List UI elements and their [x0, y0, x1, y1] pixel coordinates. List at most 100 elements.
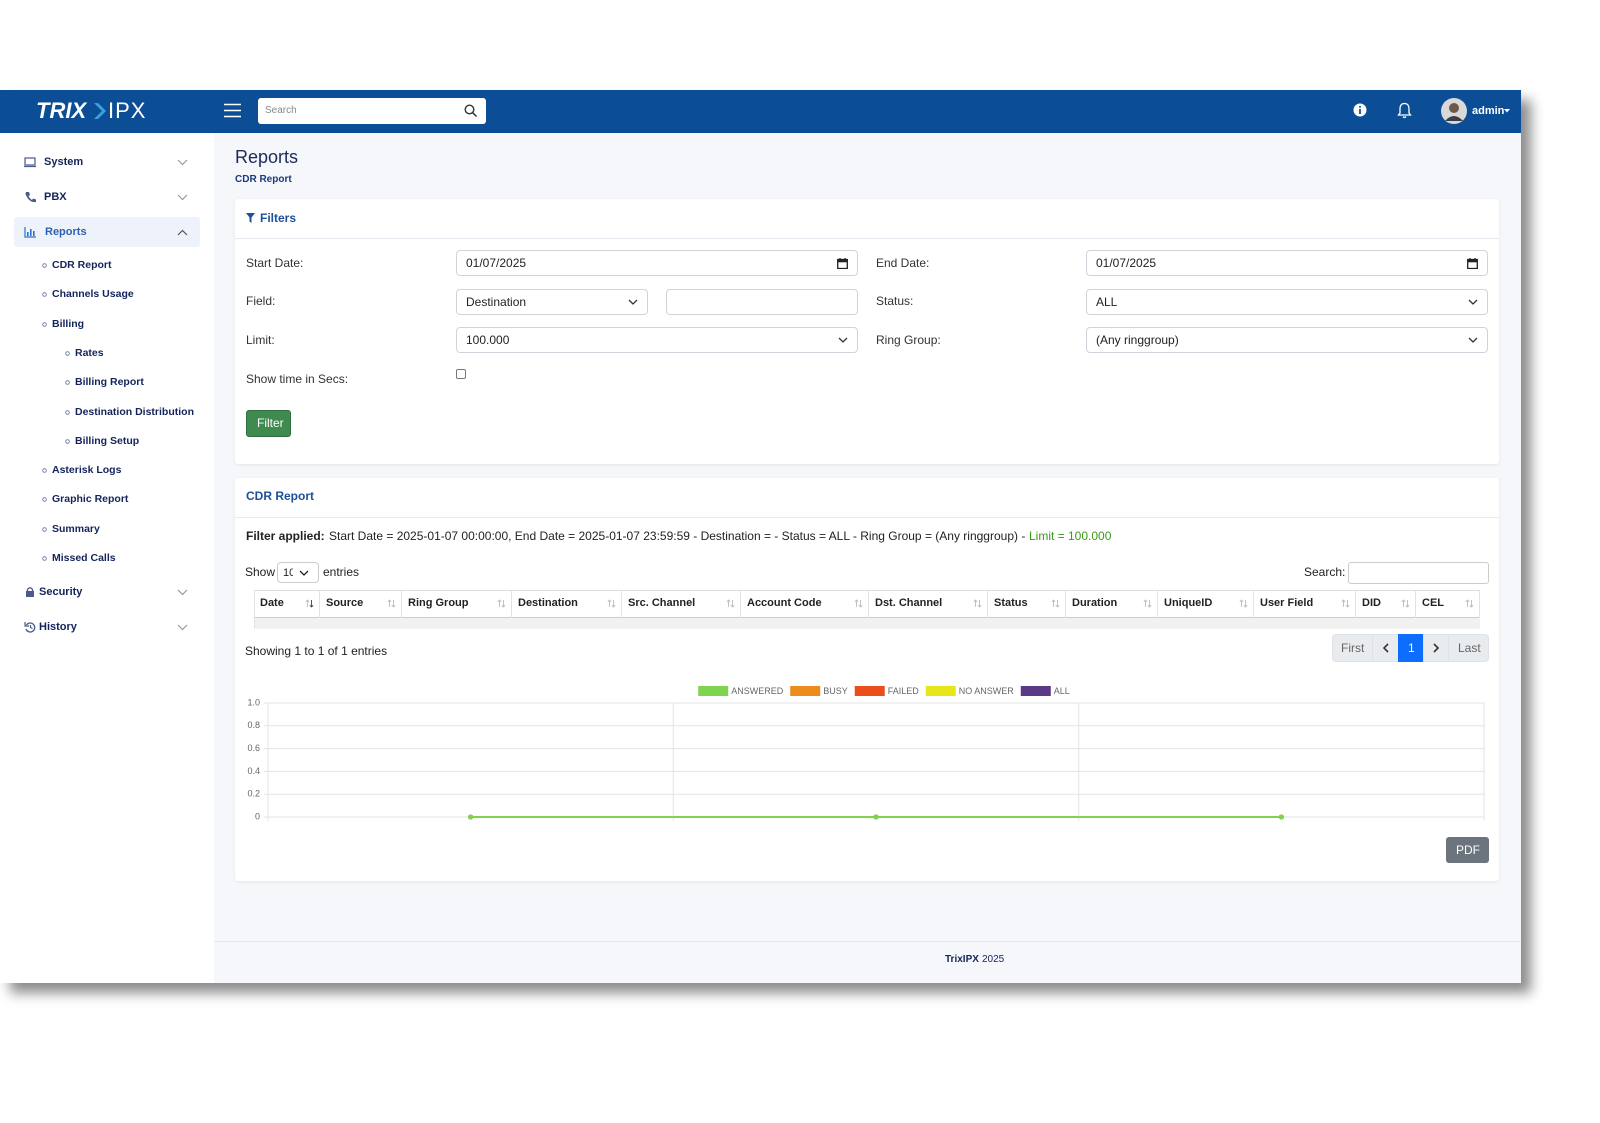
chevron-icon [1468, 299, 1478, 305]
sort-icon [497, 599, 506, 608]
section-chevron [177, 589, 188, 596]
sidebar-section[interactable]: System [44, 156, 84, 168]
pdf-button[interactable] [1446, 837, 1489, 863]
breadcrumb: CDR Report [235, 174, 292, 185]
table-info: Showing 1 to 1 of 1 entries [245, 644, 388, 658]
end-date-input[interactable] [1086, 250, 1488, 276]
sidebar-section[interactable]: PBX [44, 191, 67, 203]
column-header[interactable]: Date [260, 597, 284, 609]
column-divider [1415, 590, 1416, 628]
search-placeholder: Search [265, 105, 297, 116]
footer-year: 2025 [982, 954, 1005, 965]
menu-bullet [65, 439, 70, 444]
limit-select[interactable] [456, 327, 858, 353]
start-date-input[interactable] [456, 250, 858, 276]
entries-value: 10 [283, 567, 293, 579]
column-header[interactable]: CEL [1422, 597, 1444, 609]
entries-select[interactable] [277, 562, 319, 583]
next-icon [1433, 643, 1440, 653]
chevron-icon [299, 570, 309, 576]
ring-group-select-value: (Any ringgroup) [1096, 333, 1179, 347]
menu-bullet [42, 556, 47, 561]
logo-chevron [94, 103, 106, 119]
sidebar-link[interactable]: Asterisk Logs [52, 464, 122, 477]
column-divider [1253, 590, 1254, 628]
column-header[interactable]: Dst. Channel [875, 597, 943, 609]
sort-icon [973, 599, 982, 608]
sidebar [0, 133, 214, 983]
column-divider [621, 590, 622, 628]
field-value-input[interactable] [666, 289, 858, 315]
column-header[interactable]: Destination [518, 597, 578, 609]
status-select[interactable] [1086, 289, 1488, 315]
column-header[interactable]: User Field [1260, 597, 1314, 609]
page-last-label[interactable]: Last [1458, 641, 1481, 655]
sidebar-link[interactable]: Graphic Report [52, 493, 129, 506]
column-divider [511, 590, 512, 628]
card-divider [235, 238, 1499, 239]
menu-bullet [42, 497, 47, 503]
user-avatar [1441, 98, 1467, 124]
page-title: Reports [235, 147, 299, 167]
section-icon [24, 622, 36, 633]
show-secs-checkbox[interactable] [456, 369, 466, 379]
field-label: End Date: [876, 256, 930, 270]
sidebar-link[interactable]: Destination Distribution [75, 405, 194, 418]
report-card [235, 478, 1499, 881]
table-search-input[interactable] [1348, 562, 1489, 584]
page-current-label[interactable]: 1 [1408, 641, 1415, 655]
page-prev[interactable] [1372, 634, 1399, 662]
sidebar-link[interactable]: CDR Report [52, 259, 112, 271]
active-section [14, 217, 200, 247]
user-caret [1504, 109, 1510, 113]
footer-divider [214, 941, 1521, 942]
column-header[interactable]: Status [994, 597, 1028, 609]
ring-group-select[interactable] [1086, 327, 1488, 353]
sort-icon [305, 599, 314, 608]
column-divider [1157, 590, 1158, 628]
sidebar-link[interactable]: Billing Setup [75, 434, 140, 447]
menu-bullet [42, 526, 47, 532]
pdf-button-label[interactable]: PDF [1456, 843, 1480, 857]
column-header[interactable]: Src. Channel [628, 597, 696, 609]
sidebar-link[interactable]: Channels Usage [52, 288, 134, 301]
filter-applied-text: Start Date = 2025-01-07 00:00:00, End Da… [329, 529, 1026, 543]
section-icon [26, 587, 34, 597]
column-header[interactable]: DID [1362, 597, 1381, 609]
sidebar-link[interactable]: Summary [52, 522, 100, 535]
field-select-value: Destination [466, 295, 527, 309]
search-box[interactable] [258, 98, 486, 124]
menu-bullet [65, 409, 70, 415]
sidebar-section[interactable]: Security [39, 586, 83, 598]
section-chevron [177, 229, 188, 236]
column-header[interactable]: Account Code [747, 597, 822, 609]
column-header[interactable]: Source [326, 597, 364, 609]
table-empty-row [254, 618, 1480, 629]
logo-bold: TRIX [36, 98, 87, 123]
bell-icon [1397, 102, 1412, 119]
page-last[interactable] [1448, 634, 1489, 662]
user-name[interactable]: admin [1472, 105, 1505, 117]
page-first-label[interactable]: First [1341, 641, 1365, 655]
sort-icon [854, 599, 863, 608]
sort-icon [1143, 599, 1152, 608]
section-chevron [177, 159, 188, 166]
sidebar-section[interactable]: Reports [45, 226, 87, 238]
sidebar-link[interactable]: Rates [75, 346, 104, 359]
sidebar-link[interactable]: Billing [52, 317, 85, 330]
sidebar-link[interactable]: Missed Calls [52, 552, 116, 564]
column-header[interactable]: UniqueID [1164, 597, 1213, 609]
column-divider [401, 590, 402, 628]
sidebar-section[interactable]: History [39, 621, 77, 633]
sort-icon [607, 599, 616, 608]
column-header[interactable]: Ring Group [408, 597, 469, 609]
column-header[interactable]: Duration [1072, 597, 1118, 609]
filter-button[interactable] [246, 410, 291, 437]
sort-icon [1401, 599, 1410, 608]
chevron-icon [628, 299, 638, 305]
menu-bullet [65, 351, 70, 356]
field-select[interactable] [456, 289, 648, 315]
sidebar-link[interactable]: Billing Report [75, 376, 144, 389]
limit-text: Limit = 100.000 [1029, 529, 1112, 543]
